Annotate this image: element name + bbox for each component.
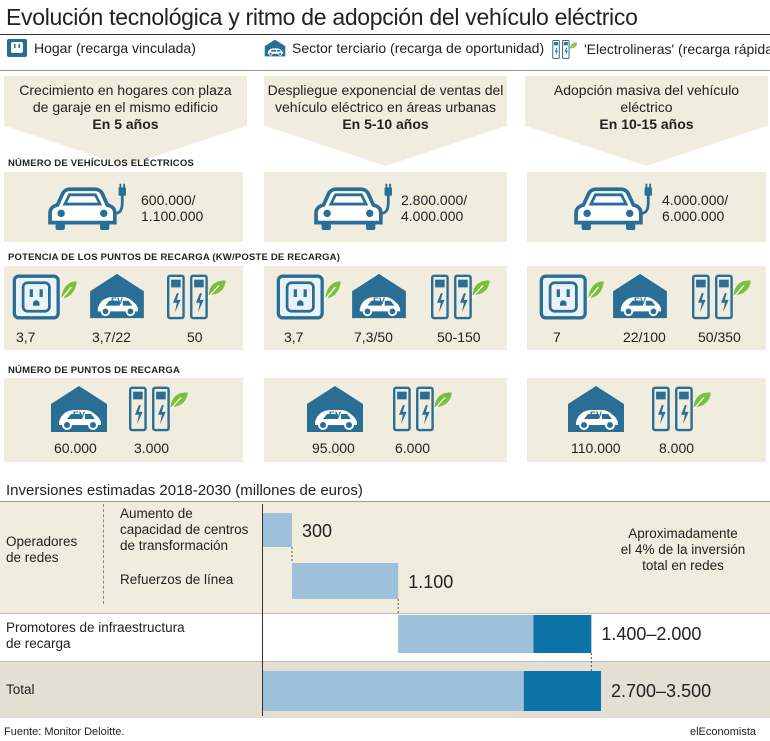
chart-axis: [262, 504, 263, 716]
bar-value-label: 300: [302, 521, 332, 541]
power-box-tertiary: EV 3,7 7,3/50 50-150: [264, 266, 507, 350]
stage-desc-line1: Despliegue exponencial de ventas del: [267, 82, 504, 98]
stage-desc-line2: de garaje en el mismo edificio: [32, 99, 219, 115]
points-value: 6.000: [395, 440, 431, 456]
source-note: Fuente: Monitor Deloitte.: [4, 726, 125, 738]
row-label-charging-promoters: Promotores de infraestructura de recarga: [6, 620, 185, 651]
header-divider: [0, 70, 770, 71]
ev-badge: EV: [73, 410, 86, 420]
power-value: 50-150: [437, 329, 481, 345]
ev-badge: EV: [329, 410, 342, 420]
stage-desc-line2: eléctrico: [620, 99, 673, 115]
investment-divider: [0, 501, 770, 502]
points-value: 95.000: [312, 440, 355, 456]
vehicles-value: 2.800.000/ 4.000.000: [401, 192, 468, 224]
vehicles-box-home: 600.000/ 1.100.000: [4, 172, 243, 242]
vehicles-box-fast-charge: 4.000.000/ 6.000.000: [527, 172, 766, 242]
vehicles-box-tertiary: 2.800.000/ 4.000.000: [264, 172, 507, 242]
investment-title: Inversiones estimadas 2018-2030 (millone…: [6, 482, 363, 499]
row-divider: [0, 613, 770, 614]
power-value: 50: [187, 329, 203, 345]
bar-min: [291, 563, 399, 599]
bar-min: [398, 615, 534, 653]
bar-value-label: 1.100: [408, 572, 453, 592]
section-title-vehicles: NÚMERO DE VEHÍCULOS ELÉCTRICOS: [8, 158, 194, 169]
column-header-home: Hogar (recarga vinculada): [6, 38, 196, 58]
stage-time: En 10-15 años: [599, 116, 694, 132]
bar-value-label: 2.700–3.500: [611, 681, 711, 701]
investment-note: Aproximadamente el 4% de la inversión to…: [620, 526, 746, 573]
column-header-label: 'Electrolineras' (recarga rápida): [584, 41, 770, 57]
power-value: 22/100: [623, 329, 666, 345]
power-value: 3,7/22: [92, 329, 131, 345]
stage-desc-line2: vehículo eléctrico en áreas urbanas: [274, 99, 497, 115]
stage-time: En 5-10 años: [342, 116, 429, 132]
row-label-total: Total: [6, 682, 35, 697]
ev-badge: EV: [634, 296, 647, 306]
power-value: 7: [553, 329, 561, 345]
row-label-line-reinforcement: Refuerzos de línea: [120, 572, 234, 587]
column-header-label: Hogar (recarga vinculada): [34, 40, 196, 56]
vehicles-value: 600.000/ 1.100.000: [141, 192, 204, 224]
ev-badge: EV: [373, 296, 386, 306]
column-header-fast-charge: 'Electrolineras' (recarga rápida): [552, 38, 770, 60]
points-value: 3.000: [134, 440, 170, 456]
points-box-fast-charge: EV 110.000 8.000: [527, 378, 766, 462]
points-value: 60.000: [54, 440, 97, 456]
points-box-home: EV 60.000 3.000: [4, 378, 243, 462]
bar-value-label: 1.400–2.000: [601, 624, 701, 644]
ev-badge: EV: [111, 296, 124, 306]
bar-range: [533, 615, 592, 653]
power-box-fast-charge: EV 7 22/100 50/350: [527, 266, 766, 350]
section-title-power: POTENCIA DE LOS PUNTOS DE RECARGA (KW/PO…: [8, 252, 341, 263]
brand-logo: elEconomista: [690, 726, 757, 738]
column-header-tertiary: Sector terciario (recarga de oportunidad…: [264, 38, 544, 58]
group-label-operators: Operadores de redes: [6, 534, 78, 565]
plug-socket-icon: [7, 39, 27, 57]
power-value: 3,7: [16, 329, 36, 345]
power-value: 7,3/50: [354, 329, 393, 345]
power-value: 50/350: [698, 329, 741, 345]
power-box-home: EV 3,7 3,7/22 50: [4, 266, 243, 350]
group-dashed-line: [103, 504, 104, 604]
page-title: Evolución tecnológica y ritmo de adopció…: [6, 4, 638, 30]
ev-badge: EV: [590, 410, 603, 420]
stage-desc-line1: Crecimiento en hogares con plaza: [19, 82, 232, 98]
bar-range: [523, 671, 601, 711]
points-value: 110.000: [571, 440, 621, 456]
section-title-points: NÚMERO DE PUNTOS DE RECARGA: [8, 365, 181, 376]
title-divider: [0, 34, 770, 35]
stage-desc-line1: Adopción masiva del vehículo: [553, 82, 740, 98]
row-divider: [0, 661, 770, 662]
vehicles-value: 4.000.000/ 6.000.000: [662, 192, 729, 224]
bar-min: [263, 513, 292, 547]
stage-time: En 5 años: [92, 116, 159, 132]
bar-min: [263, 671, 524, 711]
column-header-label: Sector terciario (recarga de oportunidad…: [292, 40, 545, 56]
points-value: 8.000: [659, 440, 695, 456]
points-box-tertiary: EV 95.000 6.000: [264, 378, 507, 462]
power-value: 3,7: [284, 329, 304, 345]
row-label-transformation: Aumento de capacidad de centros de trans…: [120, 506, 249, 553]
